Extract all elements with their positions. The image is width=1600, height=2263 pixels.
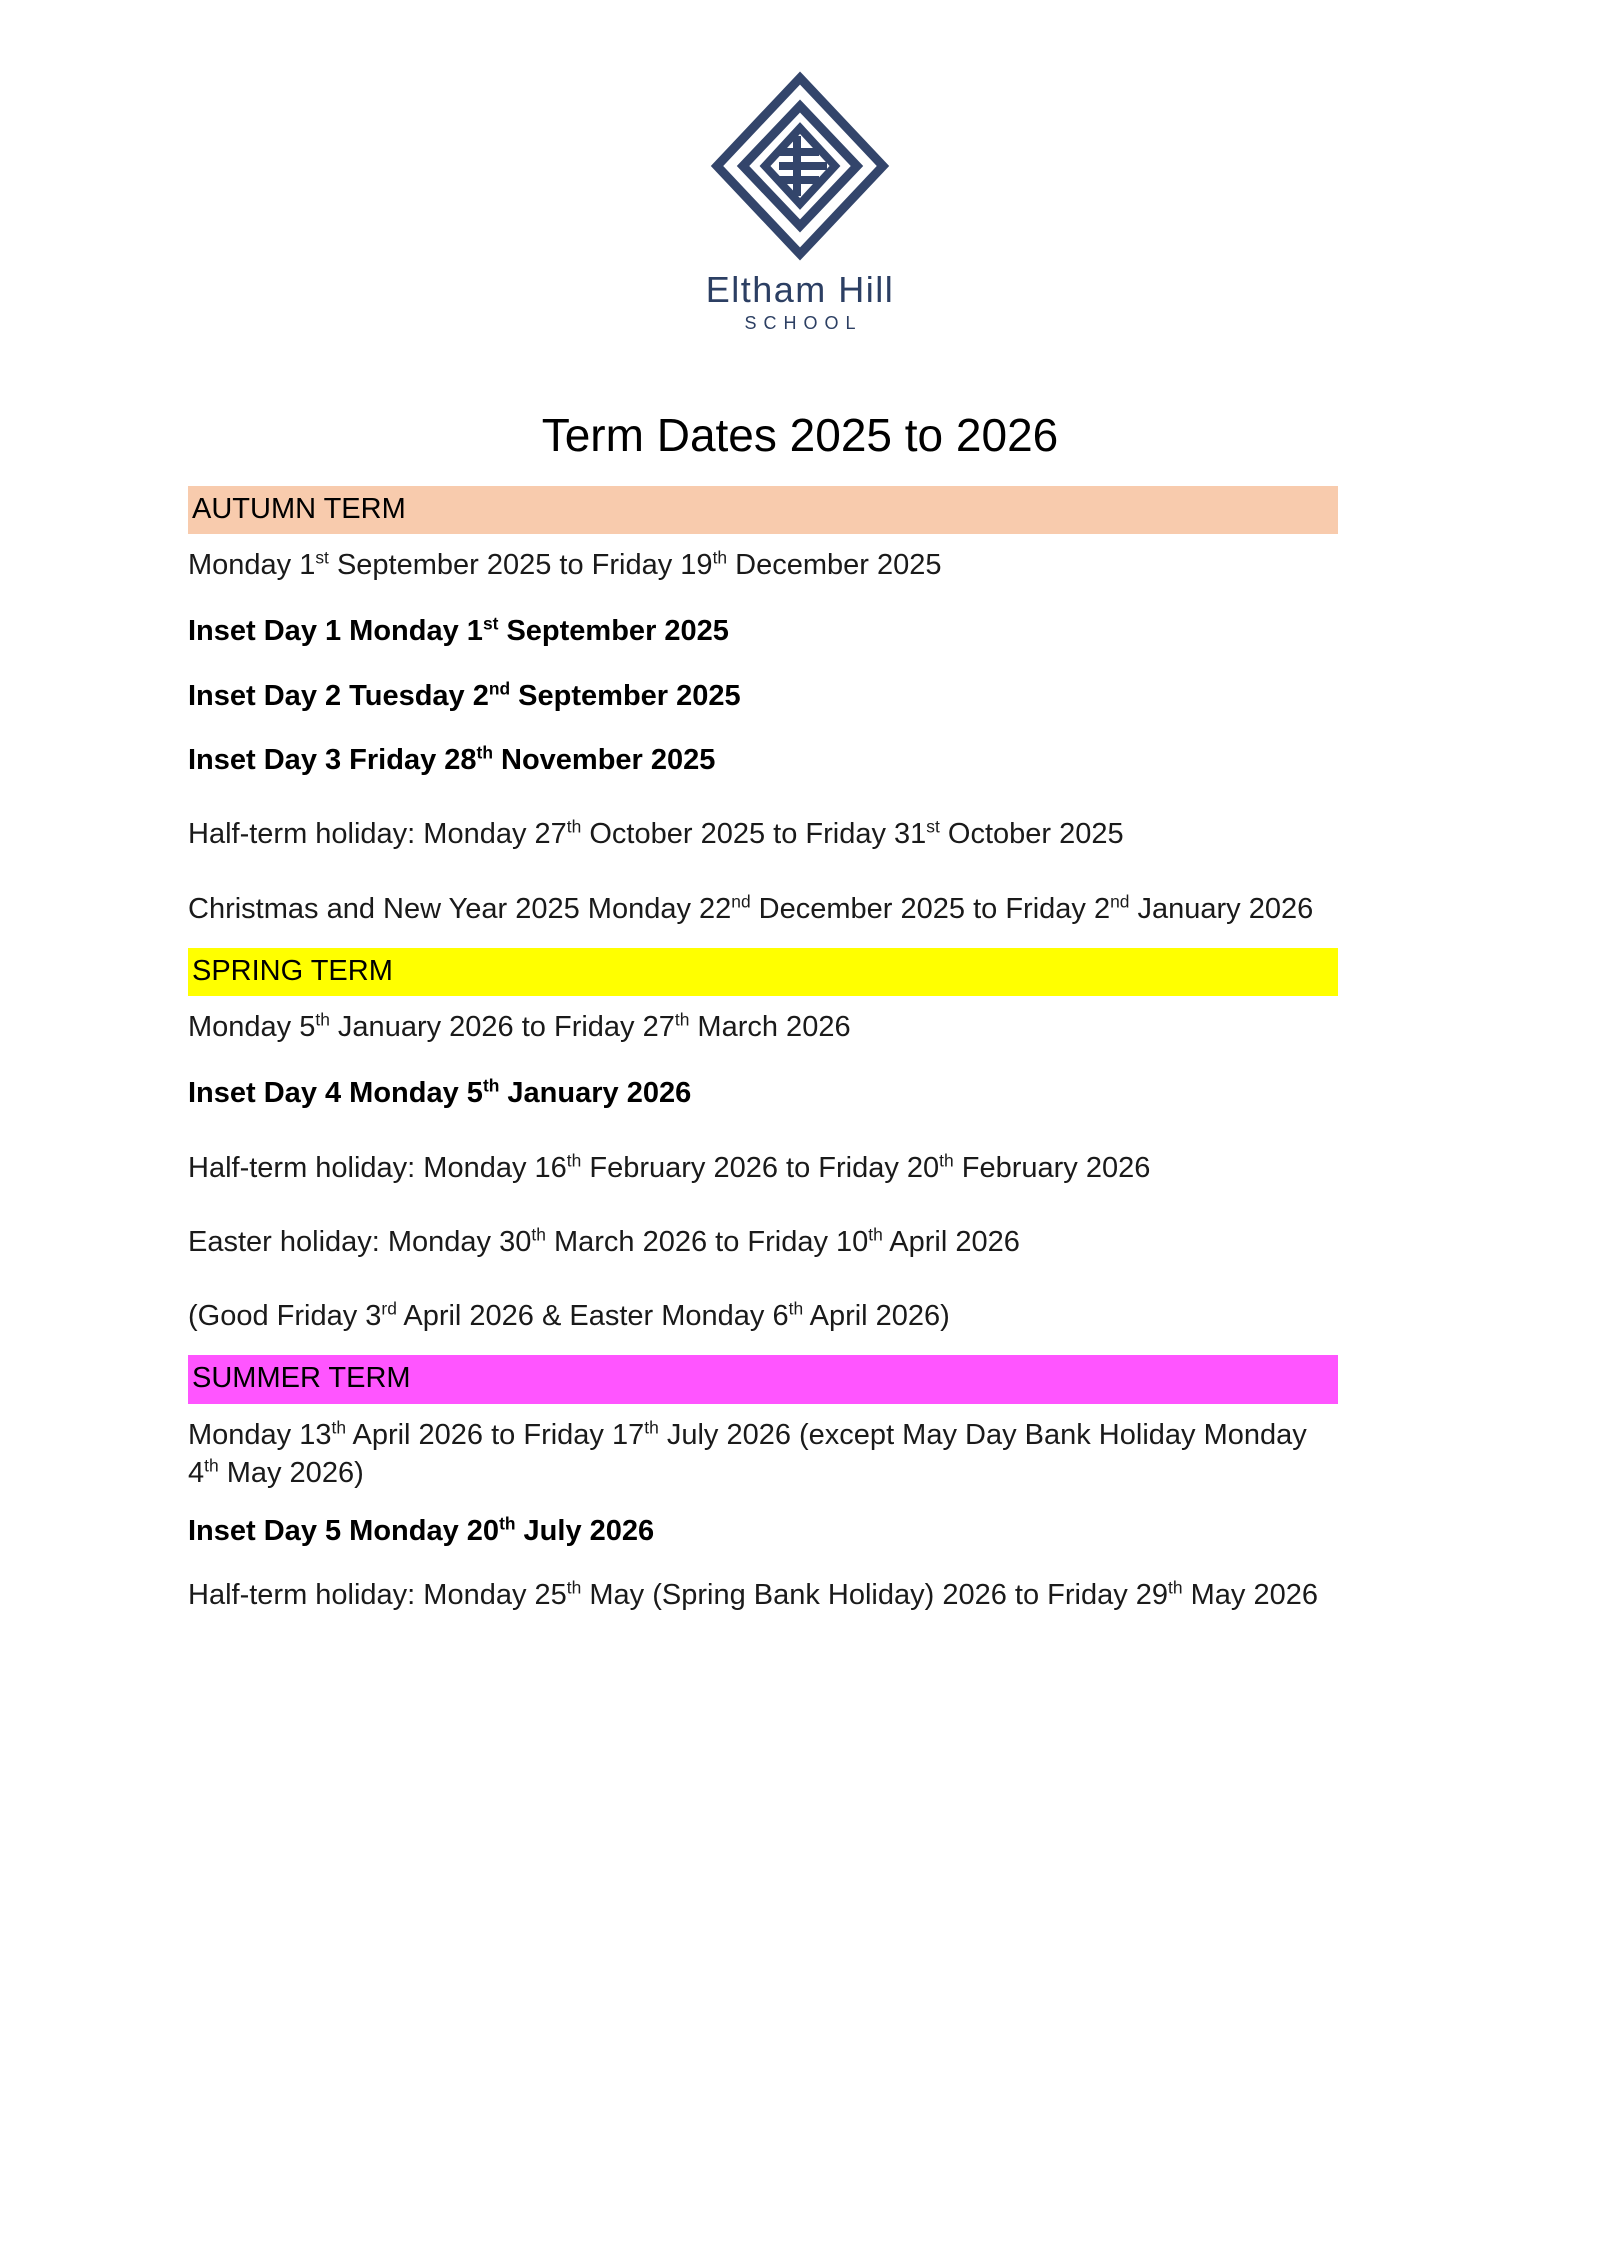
logo-subtitle: SCHOOL (744, 313, 863, 333)
term-dates-content: AUTUMN TERM Monday 1st September 2025 to… (188, 486, 1338, 1643)
term-line: Christmas and New Year 2025 Monday 22nd … (188, 890, 1314, 925)
page-title: Term Dates 2025 to 2026 (541, 408, 1059, 461)
term-heading-autumn: AUTUMN TERM (188, 486, 1338, 535)
term-heading-spring: SPRING TERM (188, 947, 1338, 997)
term-line: Inset Day 3 Friday 28th November 2025 (188, 742, 716, 777)
term-line: Monday 13th April 2026 to Friday 17th Ju… (188, 1416, 1307, 1489)
term-line: Monday 5th January 2026 to Friday 27th M… (188, 1009, 851, 1044)
term-line: Inset Day 5 Monday 20th July 2026 (188, 1513, 655, 1548)
term-section-spring: SPRING TERM Monday 5th January 2026 to F… (188, 947, 1338, 1336)
term-heading-summer: SUMMER TERM (188, 1355, 1338, 1404)
term-line: Inset Day 2 Tuesday 2nd September 2025 (188, 678, 741, 712)
term-line: Monday 1st September 2025 to Friday 19th… (188, 547, 942, 582)
term-line: Half-term holiday: Monday 16th February … (188, 1149, 1151, 1184)
term-line: (Good Friday 3rd April 2026 & Easter Mon… (188, 1298, 950, 1333)
term-line: Half-term holiday: Monday 27th October 2… (188, 816, 1124, 851)
term-line: Inset Day 1 Monday 1st September 2025 (188, 613, 729, 648)
term-line: Easter holiday: Monday 30th March 2026 t… (188, 1224, 1020, 1258)
school-logo: Eltham Hill SCHOOL (0, 70, 1600, 332)
diamond-monogram-logo-icon (710, 71, 890, 261)
term-section-autumn: AUTUMN TERM Monday 1st September 2025 to… (188, 486, 1338, 928)
term-line: Half-term holiday: Monday 25th May (Spri… (188, 1577, 1318, 1612)
logo-wordmark: Eltham Hill (705, 269, 895, 310)
term-section-summer: SUMMER TERM Monday 13th April 2026 to Fr… (188, 1355, 1338, 1614)
term-line: Inset Day 4 Monday 5th January 2026 (188, 1075, 692, 1110)
